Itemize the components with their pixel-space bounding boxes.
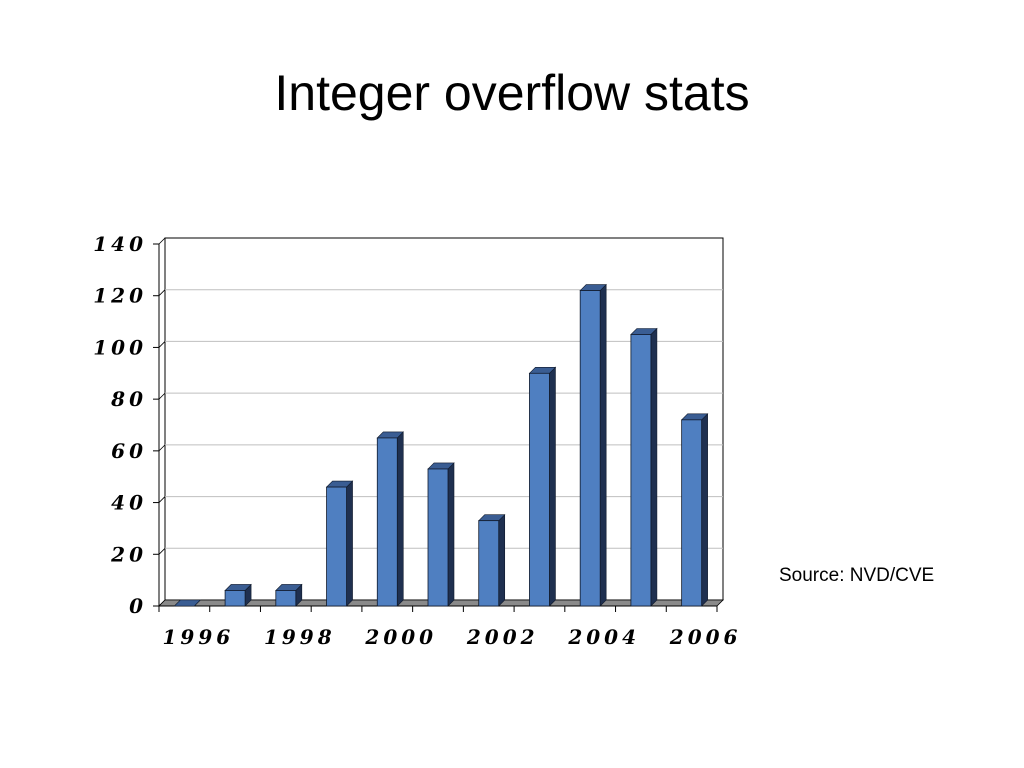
y-tick-slant — [158, 392, 166, 400]
bar-front — [427, 468, 449, 607]
bar-side — [650, 327, 658, 607]
y-tick-slant — [158, 237, 166, 245]
x-tick-label: 2000 — [364, 625, 437, 649]
bar-front — [529, 372, 550, 607]
bar-front — [478, 520, 500, 607]
bar — [478, 513, 506, 607]
x-tick-label: 1998 — [264, 625, 336, 649]
bar-front — [681, 419, 703, 607]
bar — [630, 327, 658, 607]
y-tick-label: 40 — [111, 491, 147, 515]
bar-front — [326, 486, 347, 607]
y-tick-label: 140 — [93, 232, 147, 256]
y-tick-label: 0 — [129, 594, 147, 618]
bar-side — [346, 480, 353, 607]
slide-title: Integer overflow stats — [274, 65, 750, 121]
bar-side — [549, 366, 556, 607]
y-tick-slant — [158, 548, 166, 555]
bar — [376, 431, 404, 607]
y-tick-slant — [158, 444, 166, 452]
bar-front — [376, 437, 398, 607]
bar-side — [701, 413, 708, 607]
bar — [579, 283, 607, 607]
bar-front — [224, 590, 246, 607]
y-tick-label: 80 — [110, 387, 147, 411]
bar — [173, 599, 202, 607]
y-tick-label: 60 — [111, 439, 147, 463]
bar-side — [447, 462, 455, 607]
bar — [680, 413, 709, 607]
y-tick-slant — [158, 289, 166, 296]
bar-side — [498, 513, 506, 607]
x-tick-label: 2006 — [669, 625, 742, 649]
bar — [528, 366, 557, 607]
x-tick-label: 2004 — [567, 625, 640, 649]
x-tick-label: 2002 — [466, 625, 539, 649]
y-tick-label: 120 — [93, 284, 147, 308]
x-tick-label: 1996 — [163, 625, 235, 649]
bar-front — [275, 590, 297, 607]
bar-side — [396, 431, 404, 607]
y-tick-slant — [158, 341, 166, 348]
chart-bars — [173, 283, 709, 607]
bar-front — [579, 290, 601, 607]
y-tick-slant — [158, 496, 166, 503]
chart-gridlines — [164, 237, 724, 601]
y-tick-label: 100 — [93, 335, 147, 359]
chart-tick-labels: 0 20 40 60 80 100 120 140 1996 1998 2000 2002 2004 20… — [93, 232, 742, 649]
y-tick-label: 20 — [110, 542, 147, 566]
bar — [224, 583, 252, 607]
bar — [325, 480, 354, 607]
bar-top — [173, 599, 202, 607]
source-note: Source: NVD/CVE — [779, 565, 935, 586]
bar — [427, 462, 455, 607]
bar-front — [630, 334, 652, 607]
bar-side — [599, 283, 607, 607]
bar — [275, 583, 303, 607]
